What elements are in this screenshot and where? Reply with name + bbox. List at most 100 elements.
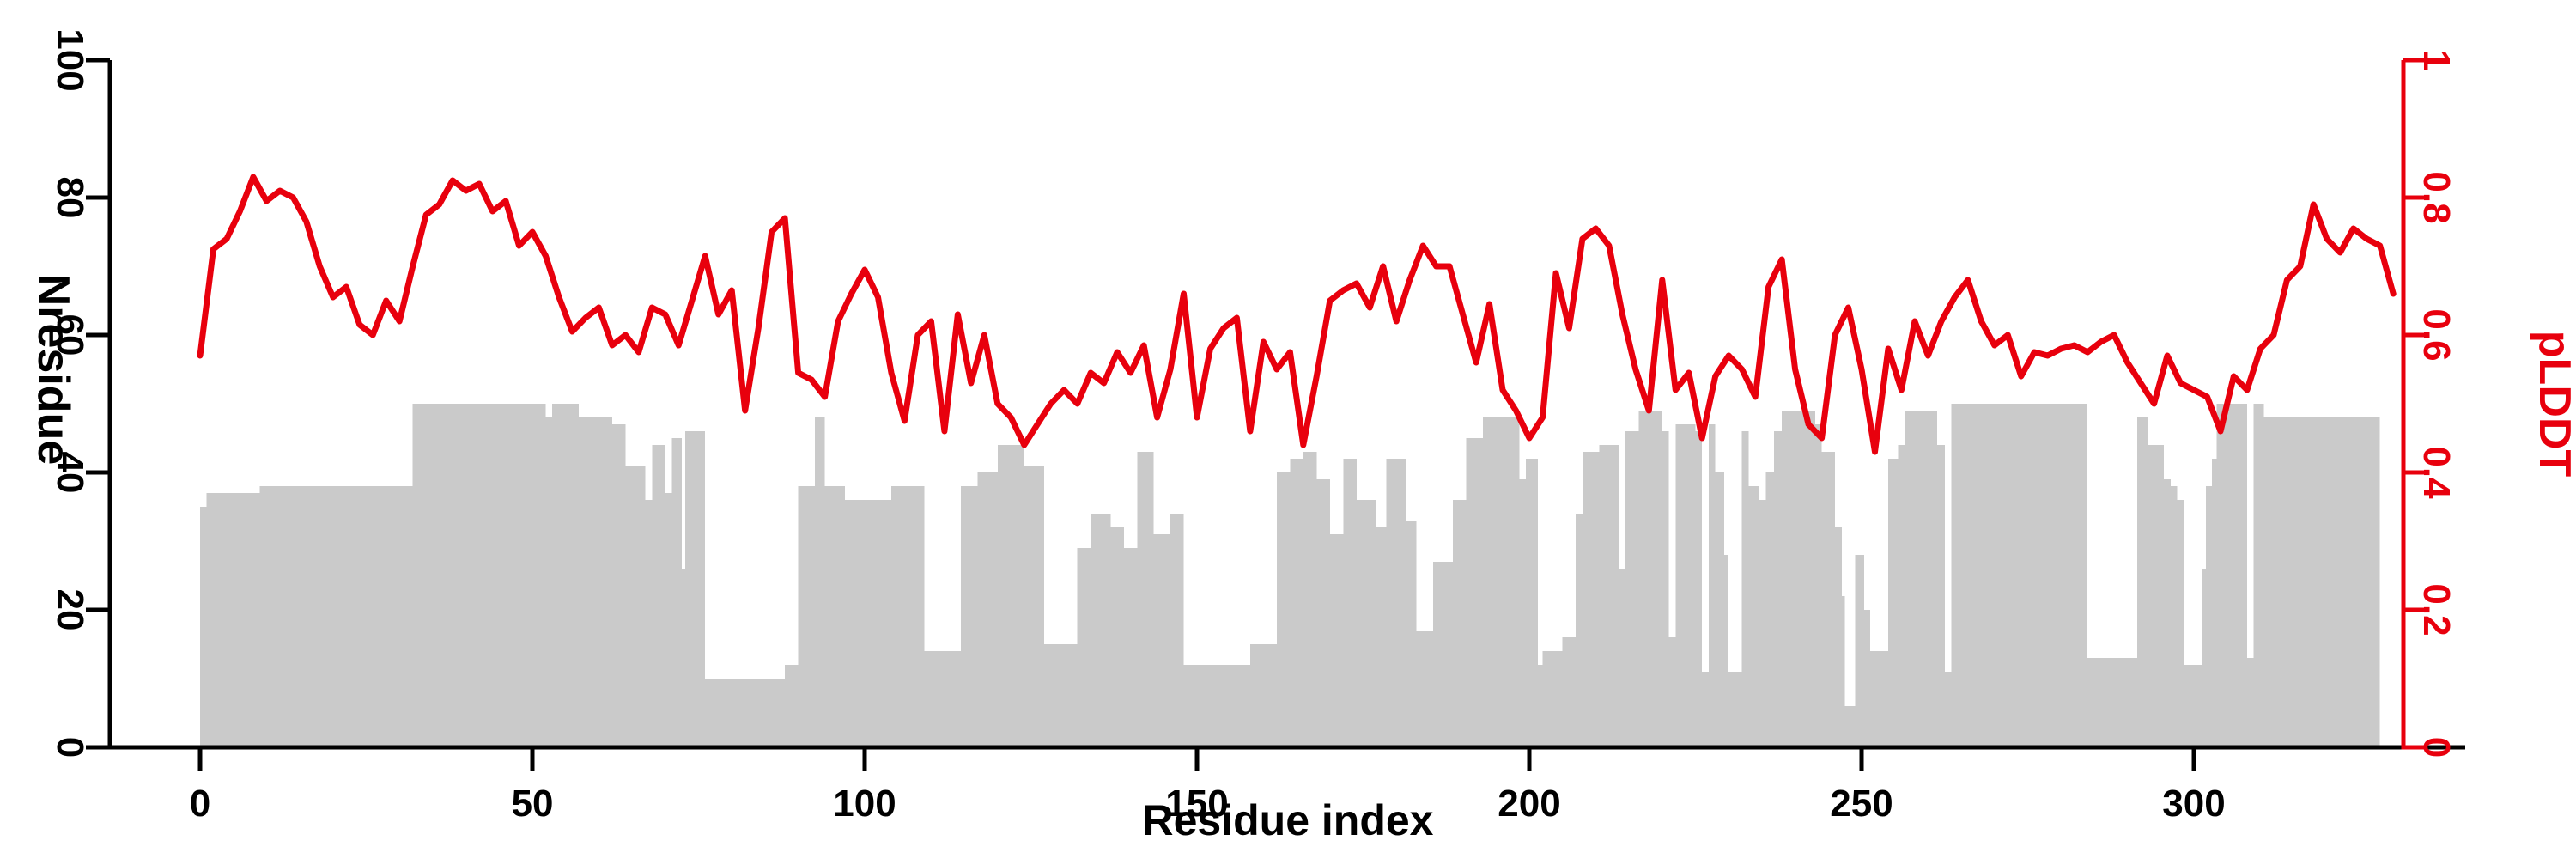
- bar-segment: [682, 569, 686, 747]
- bar-segment: [1329, 534, 1344, 747]
- left-axis-title: Nresidue: [28, 274, 78, 466]
- bar-segment: [685, 431, 706, 747]
- bar-segment: [1110, 527, 1124, 747]
- bar-segment: [1526, 459, 1539, 747]
- bar-segment: [2147, 445, 2165, 747]
- bar-segment: [2253, 404, 2264, 747]
- bottom-tick-labels: 0 50 100 150 200 250 300: [190, 783, 2226, 825]
- bar-segment: [1452, 500, 1467, 747]
- nresidue-bars: [200, 404, 2380, 747]
- bar-segment: [2211, 459, 2217, 747]
- bar-segment: [924, 651, 962, 747]
- bar-segment: [1728, 672, 1742, 747]
- bar-segment: [2202, 569, 2206, 747]
- bar-segment: [1870, 651, 1888, 747]
- bar-segment: [977, 472, 998, 747]
- right-axis-title: pLDDT: [2530, 331, 2576, 478]
- x-axis-title: Residue index: [1143, 796, 1434, 844]
- bar-segment: [1249, 644, 1277, 747]
- bar-segment: [1276, 472, 1291, 747]
- left-tick-label: 60: [49, 314, 91, 356]
- bar-segment: [412, 404, 546, 747]
- bar-segment: [1625, 431, 1639, 747]
- bar-segment: [1844, 706, 1856, 747]
- bar-segment: [1887, 459, 1899, 747]
- bar-segment: [1482, 417, 1520, 747]
- bar-segment: [1723, 555, 1729, 747]
- bar-segment: [1432, 562, 1453, 747]
- bar-segment: [2177, 500, 2184, 747]
- bar-segment: [2216, 404, 2247, 747]
- bar-segment: [1675, 424, 1696, 747]
- bar-segment: [1406, 521, 1417, 747]
- bar-segment: [1715, 472, 1724, 747]
- bar-segment: [1821, 452, 1836, 747]
- bar-segment: [2170, 486, 2178, 747]
- bar-segment: [1864, 610, 1871, 747]
- bar-segment: [1077, 548, 1091, 747]
- black-axes: [86, 58, 2465, 771]
- bar-segment: [1951, 404, 2088, 747]
- right-tick-label: 0.6: [2415, 308, 2458, 361]
- bar-segment: [961, 486, 978, 747]
- left-tick-label: 0: [49, 737, 91, 758]
- bar-segment: [1356, 500, 1376, 747]
- bar-segment: [1937, 445, 1945, 747]
- bar-segment: [844, 500, 891, 747]
- right-tick-label: 1: [2415, 50, 2458, 70]
- left-tick-label: 20: [49, 589, 91, 631]
- red-right-axis: [2401, 58, 2427, 750]
- bottom-tick-label: 100: [833, 783, 896, 825]
- bar-segment: [625, 466, 646, 747]
- bar-segment: [579, 417, 612, 747]
- bar-segment: [1599, 445, 1619, 747]
- bar-segment: [1759, 500, 1766, 747]
- bar-segment: [1043, 644, 1078, 747]
- bar-segment: [259, 486, 413, 747]
- bar-segment: [652, 445, 665, 747]
- bar-segment: [1316, 479, 1330, 747]
- bottom-tick-label: 0: [190, 783, 210, 825]
- bar-segment: [1898, 445, 1906, 747]
- bar-segment: [2246, 658, 2254, 747]
- bar-segment: [705, 679, 786, 747]
- bottom-tick-label: 200: [1498, 783, 1560, 825]
- bar-segment: [2087, 658, 2138, 747]
- bar-segment: [785, 665, 799, 747]
- bar-segment: [814, 417, 825, 747]
- right-tick-label: 0: [2415, 737, 2458, 758]
- bar-segment: [824, 486, 845, 747]
- bar-segment: [1944, 672, 1952, 747]
- bar-segment: [1343, 459, 1357, 747]
- bar-segment: [890, 486, 925, 747]
- bar-segment: [1855, 555, 1865, 747]
- bar-segment: [1137, 452, 1154, 747]
- bottom-tick-label: 50: [512, 783, 554, 825]
- bar-segment: [997, 445, 1024, 747]
- bar-segment: [1386, 459, 1406, 747]
- bar-segment: [665, 493, 672, 747]
- bar-segment: [1091, 514, 1111, 747]
- left-tick-label: 100: [49, 28, 91, 91]
- bar-segment: [1765, 472, 1774, 747]
- bar-segment: [1153, 534, 1171, 747]
- bar-segment: [206, 493, 260, 747]
- bar-segment: [1668, 637, 1676, 747]
- bar-segment: [1835, 527, 1842, 747]
- bar-segment: [611, 424, 626, 747]
- bar-segment: [1303, 452, 1317, 747]
- bar-segment: [1695, 431, 1703, 747]
- bar-segment: [2137, 417, 2148, 747]
- bar-segment: [1619, 569, 1626, 747]
- bar-segment: [1183, 665, 1250, 747]
- right-tick-label: 0.2: [2415, 583, 2458, 636]
- left-tick-label: 40: [49, 452, 91, 494]
- bar-segment: [1702, 672, 1709, 747]
- bar-segment: [1748, 486, 1759, 747]
- bar-segment: [645, 500, 653, 747]
- bar-segment: [1582, 452, 1600, 747]
- bar-segment: [1519, 479, 1527, 747]
- bottom-tick-label: 150: [1165, 783, 1228, 825]
- bar-segment: [1466, 438, 1483, 747]
